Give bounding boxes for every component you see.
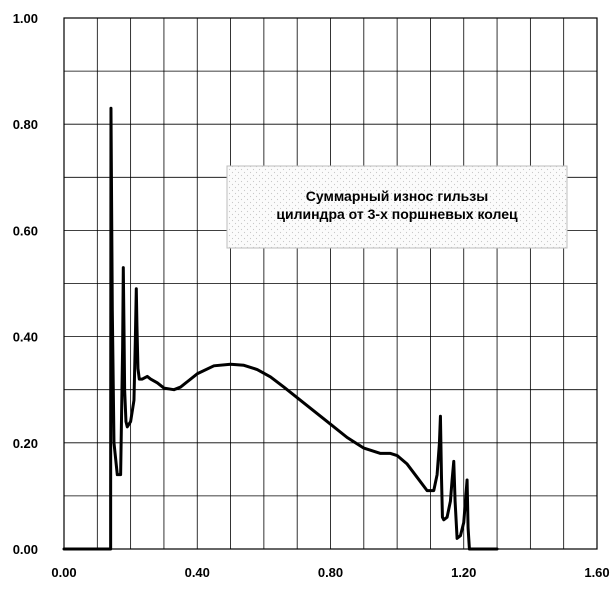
x-tick-label: 0.80 <box>318 565 343 580</box>
tick-labels: 0.00 0.40 0.80 1.20 1.60 0.00 0.20 0.40 0.60 0.80… <box>13 11 610 580</box>
y-tick-label: 0.40 <box>13 330 38 345</box>
annotation-line-1: Суммарный износ гильзы <box>306 188 488 204</box>
x-tick-label: 1.20 <box>451 565 476 580</box>
y-tick-label: 1.00 <box>13 11 38 26</box>
x-tick-label: 0.40 <box>185 565 210 580</box>
y-tick-label: 0.00 <box>13 542 38 557</box>
grid <box>64 18 597 549</box>
annotation-background <box>226 165 568 249</box>
series-line <box>62 106 499 551</box>
y-tick-label: 0.60 <box>13 223 38 238</box>
y-tick-label: 0.20 <box>13 436 38 451</box>
plot-frame <box>63 17 598 550</box>
x-tick-label: 1.60 <box>584 565 609 580</box>
x-tick-label: 0.00 <box>51 565 76 580</box>
annotation-box: Суммарный износ гильзы цилиндра от 3-х п… <box>226 165 568 249</box>
annotation-line-2: цилиндра от 3-х поршневых колец <box>276 206 518 222</box>
y-tick-label: 0.80 <box>13 117 38 132</box>
